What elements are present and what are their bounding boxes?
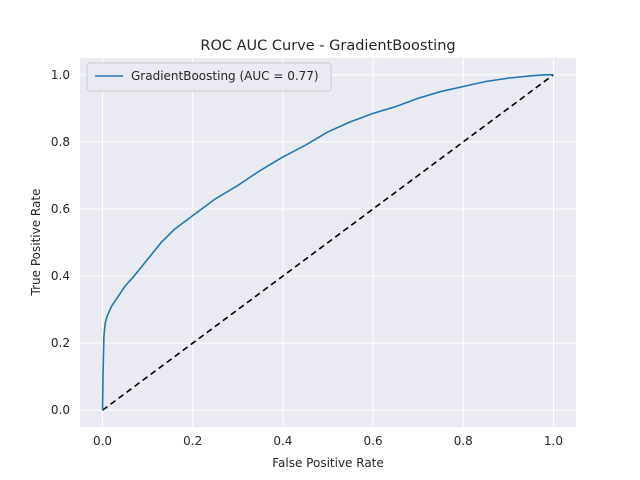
x-axis-ticks: 0.0 0.2 0.4 0.6 0.8 1.0 (93, 434, 563, 448)
x-tick-label: 0.8 (454, 434, 473, 448)
y-tick-label: 0.4 (51, 269, 70, 283)
legend: GradientBoosting (AUC = 0.77) (86, 62, 332, 92)
y-axis-ticks: 0.0 0.2 0.4 0.6 0.8 1.0 (51, 68, 70, 417)
legend-entry-gradientboosting: GradientBoosting (AUC = 0.77) (131, 69, 319, 83)
y-tick-label: 0.0 (51, 403, 70, 417)
legend-frame (86, 62, 332, 92)
chart-title: ROC AUC Curve - GradientBoosting (200, 38, 455, 54)
x-axis-label: False Positive Rate (272, 456, 384, 470)
series-layer (101, 73, 554, 411)
x-tick-label: 0.0 (93, 434, 112, 448)
x-tick-label: 0.4 (273, 434, 292, 448)
roc-curve-gradientboosting (101, 73, 554, 411)
y-axis-label: True Positive Rate (29, 189, 43, 297)
grid-lines (80, 58, 576, 427)
y-tick-label: 0.6 (51, 202, 70, 216)
x-tick-label: 0.2 (183, 434, 202, 448)
y-tick-label: 1.0 (51, 68, 70, 82)
x-tick-label: 1.0 (544, 434, 563, 448)
y-tick-label: 0.2 (51, 336, 70, 350)
random-baseline-diagonal (102, 74, 554, 411)
y-tick-label: 0.8 (51, 135, 70, 149)
x-tick-label: 0.6 (364, 434, 383, 448)
